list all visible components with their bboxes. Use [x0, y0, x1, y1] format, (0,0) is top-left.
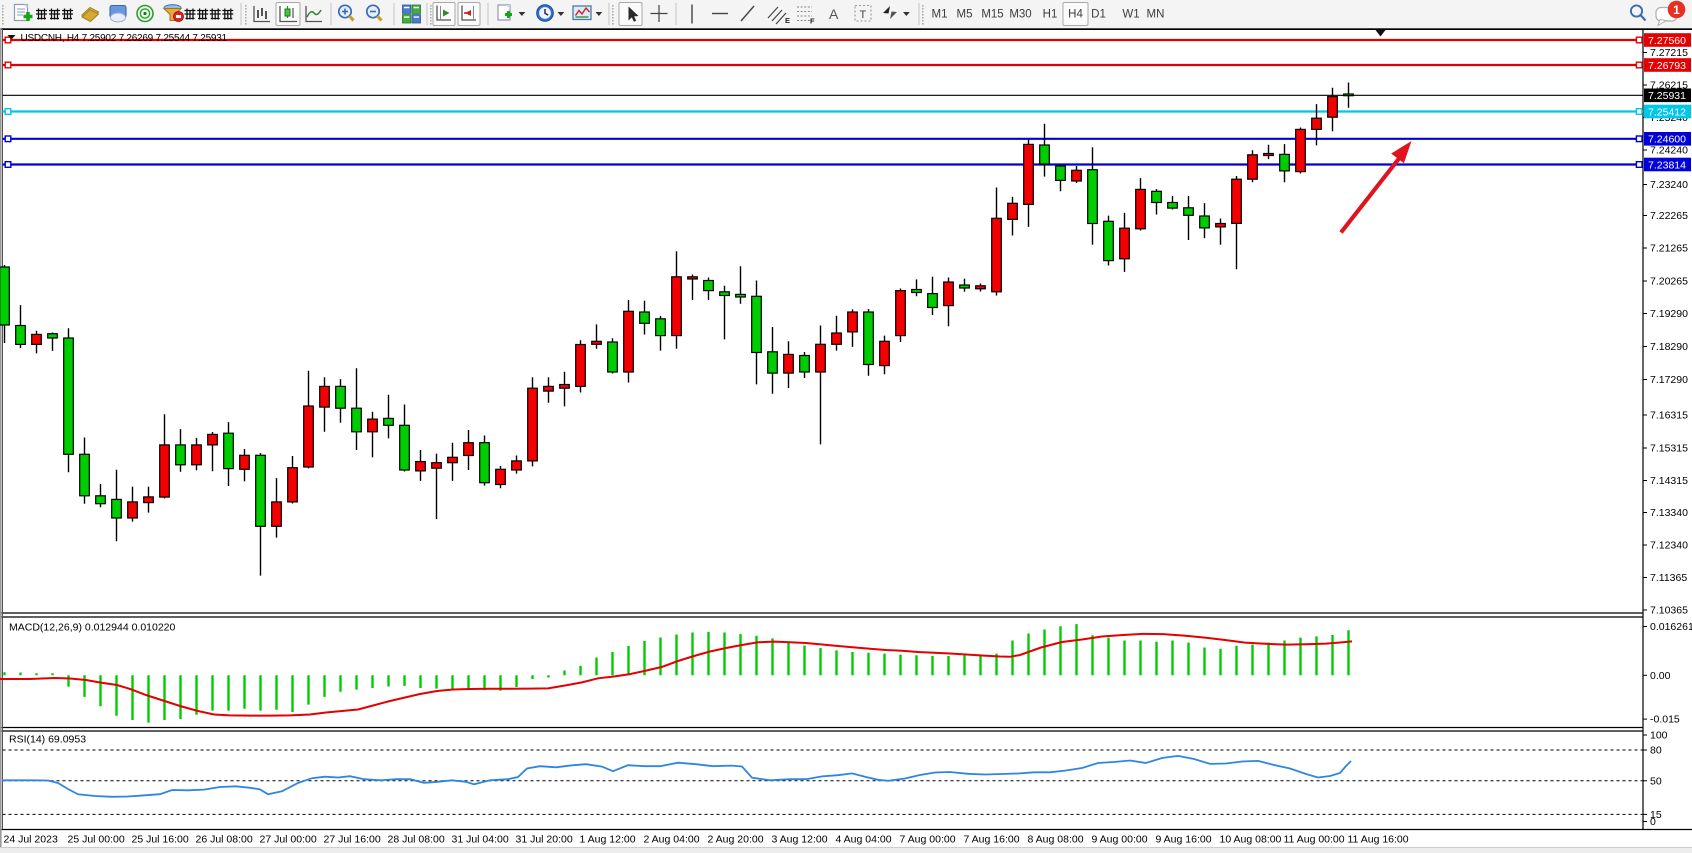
svg-text:0: 0: [1650, 816, 1656, 828]
svg-text:7.21265: 7.21265: [1650, 243, 1688, 255]
svg-text:25 Jul 16:00: 25 Jul 16:00: [132, 834, 189, 846]
svg-text:7.10365: 7.10365: [1650, 605, 1688, 617]
svg-text:26 Jul 08:00: 26 Jul 08:00: [196, 834, 253, 846]
svg-text:31 Jul 20:00: 31 Jul 20:00: [516, 834, 573, 846]
svg-text:80: 80: [1650, 745, 1662, 757]
svg-text:7.16315: 7.16315: [1650, 410, 1688, 422]
svg-text:F: F: [810, 17, 815, 26]
svg-text:7.27215: 7.27215: [1650, 47, 1688, 59]
svg-text:H4: H4: [1068, 9, 1083, 21]
svg-text:100: 100: [1650, 730, 1668, 742]
svg-text:25 Jul 00:00: 25 Jul 00:00: [68, 834, 125, 846]
svg-text:0.00: 0.00: [1650, 670, 1671, 682]
svg-text:1: 1: [1673, 3, 1680, 17]
svg-text:-0.015: -0.015: [1650, 714, 1680, 726]
svg-text:7.23814: 7.23814: [1648, 159, 1686, 171]
svg-text:7.19290: 7.19290: [1650, 308, 1688, 320]
svg-text:7.11365: 7.11365: [1650, 572, 1687, 584]
svg-text:E: E: [785, 16, 790, 25]
svg-text:7.14315: 7.14315: [1650, 475, 1688, 487]
svg-text:M30: M30: [1009, 9, 1031, 21]
svg-text:27 Jul 16:00: 27 Jul 16:00: [324, 834, 381, 846]
svg-text:M1: M1: [932, 9, 948, 21]
svg-text:9 Aug 16:00: 9 Aug 16:00: [1156, 834, 1212, 846]
svg-text:3 Aug 12:00: 3 Aug 12:00: [772, 834, 828, 846]
svg-text:7.26793: 7.26793: [1648, 60, 1686, 72]
svg-text:7.18290: 7.18290: [1650, 341, 1688, 353]
svg-text:7.23240: 7.23240: [1650, 179, 1688, 191]
svg-text:7.15315: 7.15315: [1650, 443, 1688, 455]
svg-text:27 Jul 00:00: 27 Jul 00:00: [260, 834, 317, 846]
svg-text:USDCNH, H4 7.25902 7.26269 7.: USDCNH, H4 7.25902 7.26269 7.25544 7.259…: [21, 33, 228, 44]
svg-text:H1: H1: [1043, 9, 1058, 21]
svg-text:28 Jul 08:00: 28 Jul 08:00: [388, 834, 445, 846]
svg-text:W1: W1: [1122, 9, 1139, 21]
svg-text:10 Aug 08:00: 10 Aug 08:00: [1220, 834, 1282, 846]
svg-text:7.20265: 7.20265: [1650, 276, 1688, 288]
svg-text:7.27560: 7.27560: [1648, 35, 1686, 47]
svg-text:8 Aug 08:00: 8 Aug 08:00: [1028, 834, 1084, 846]
svg-text:31 Jul 04:00: 31 Jul 04:00: [452, 834, 509, 846]
svg-text:M15: M15: [981, 9, 1003, 21]
svg-text:50: 50: [1650, 775, 1662, 787]
svg-text:M5: M5: [957, 9, 973, 21]
svg-text:2 Aug 20:00: 2 Aug 20:00: [708, 834, 764, 846]
svg-text:D1: D1: [1091, 9, 1106, 21]
svg-text:MACD(12,26,9) 0.012944 0.01022: MACD(12,26,9) 0.012944 0.010220: [9, 622, 176, 634]
svg-text:7 Aug 16:00: 7 Aug 16:00: [964, 834, 1020, 846]
svg-text:11 Aug 00:00: 11 Aug 00:00: [1284, 834, 1345, 846]
svg-text:11 Aug 16:00: 11 Aug 16:00: [1348, 834, 1409, 846]
svg-text:7.12340: 7.12340: [1650, 540, 1688, 552]
svg-text:7.25931: 7.25931: [1648, 90, 1686, 102]
svg-text:RSI(14) 69.0953: RSI(14) 69.0953: [9, 734, 86, 746]
svg-text:A: A: [829, 6, 839, 22]
svg-text:1 Aug 12:00: 1 Aug 12:00: [580, 834, 636, 846]
svg-text:15: 15: [1650, 809, 1662, 821]
svg-text:7.25412: 7.25412: [1648, 106, 1686, 118]
svg-text:7.24600: 7.24600: [1648, 134, 1686, 146]
svg-text:0.016261: 0.016261: [1650, 621, 1692, 633]
svg-text:7.22265: 7.22265: [1650, 210, 1688, 222]
svg-text:T: T: [860, 9, 867, 21]
svg-text:9 Aug 00:00: 9 Aug 00:00: [1092, 834, 1148, 846]
svg-text:4 Aug 04:00: 4 Aug 04:00: [836, 834, 892, 846]
svg-text:7.13340: 7.13340: [1650, 507, 1688, 519]
svg-text:7.24240: 7.24240: [1650, 145, 1688, 157]
svg-text:MN: MN: [1147, 9, 1165, 21]
svg-text:2 Aug 04:00: 2 Aug 04:00: [644, 834, 700, 846]
svg-text:7 Aug 00:00: 7 Aug 00:00: [900, 834, 956, 846]
svg-text:24 Jul 2023: 24 Jul 2023: [4, 834, 58, 846]
svg-text:7.17290: 7.17290: [1650, 374, 1688, 386]
